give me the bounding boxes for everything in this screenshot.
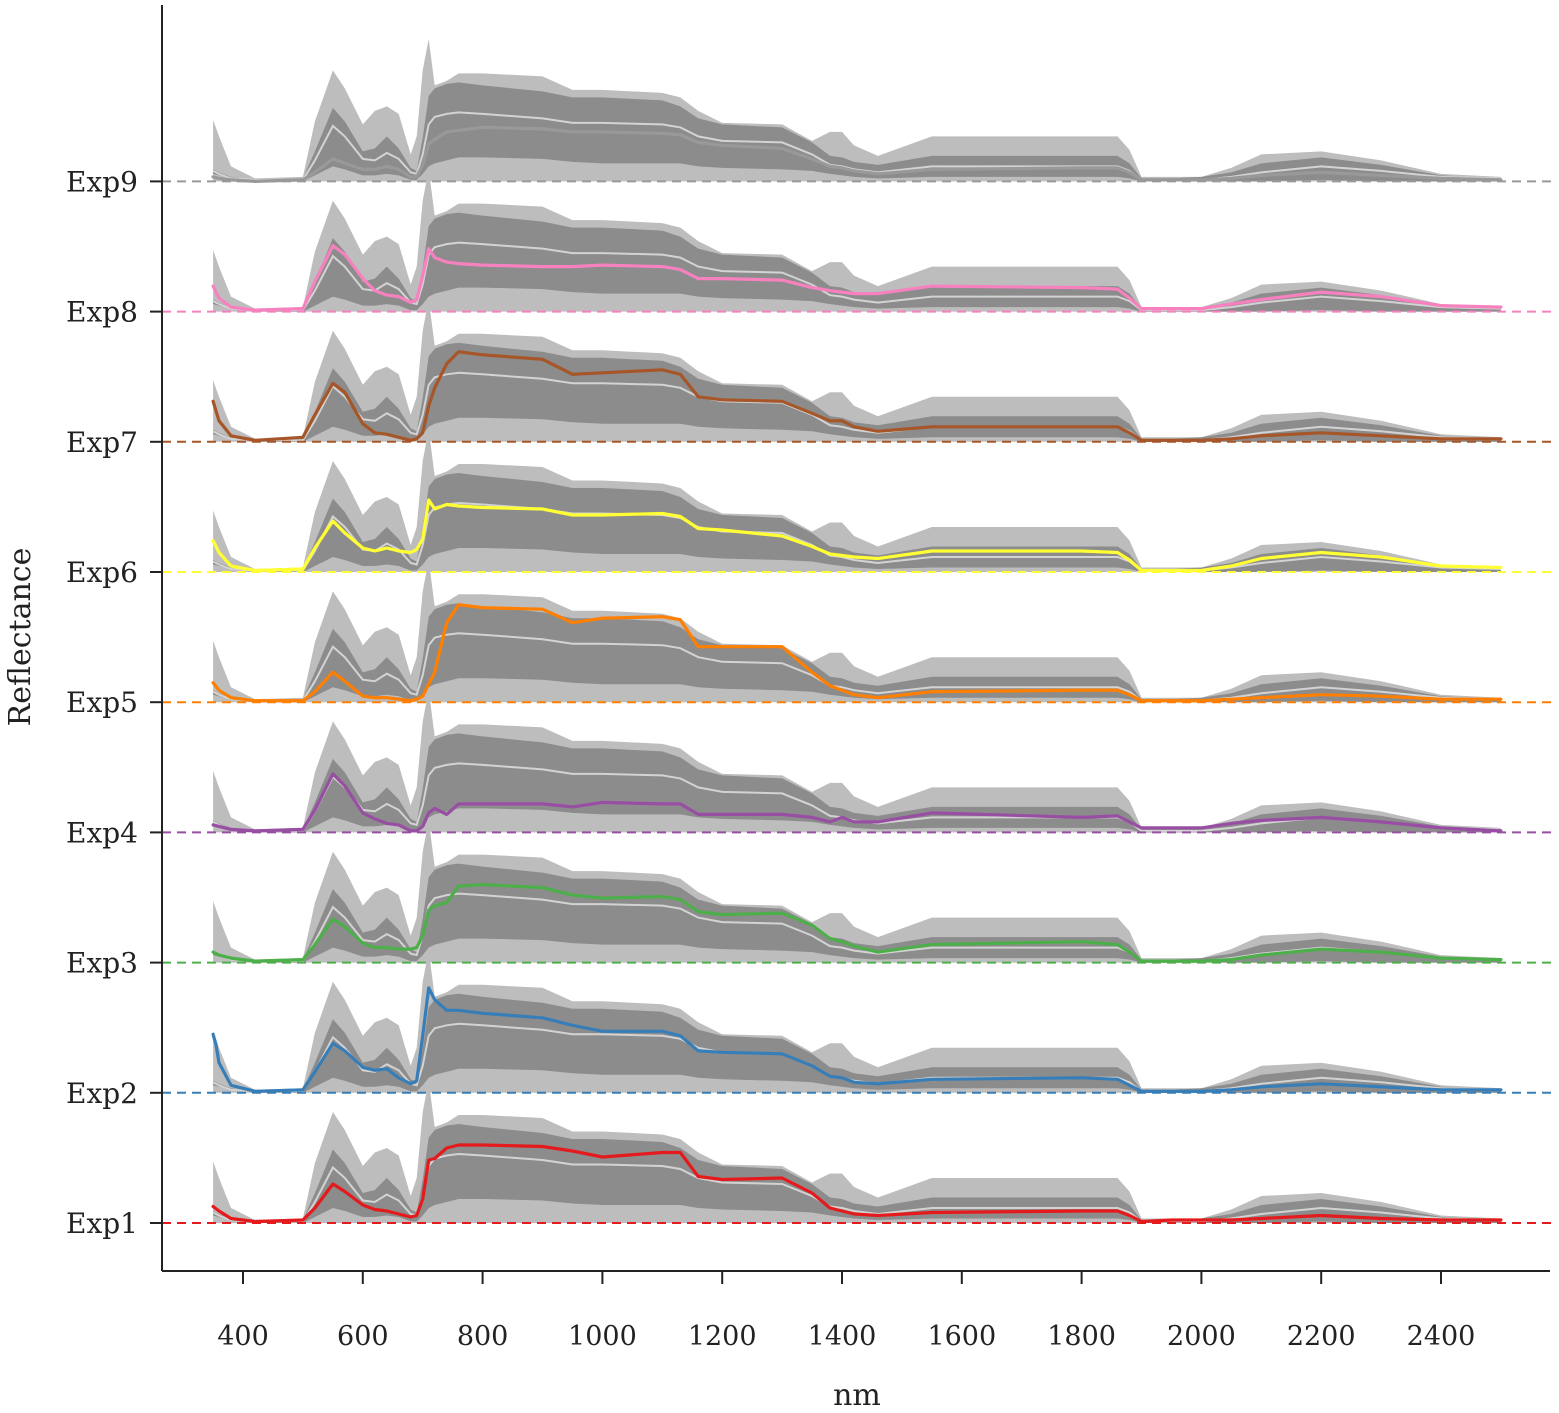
x-tick-label: 800 bbox=[457, 1321, 509, 1352]
series-line-exp9 bbox=[211, 125, 1503, 183]
inner-band bbox=[213, 82, 1501, 182]
category-label: Exp3 bbox=[66, 947, 138, 980]
ridge-exp9 bbox=[211, 38, 1503, 183]
series-line-exp7 bbox=[211, 350, 1503, 442]
x-tick-label: 600 bbox=[337, 1321, 389, 1352]
inner-band bbox=[213, 342, 1501, 442]
inner-band bbox=[213, 473, 1501, 572]
category-label: Exp9 bbox=[66, 165, 138, 198]
ridge-exp7 bbox=[211, 299, 1503, 442]
category-label: Exp2 bbox=[66, 1077, 138, 1110]
category-label: Exp5 bbox=[66, 686, 138, 719]
x-tick-label: 2200 bbox=[1287, 1321, 1356, 1352]
series-line-exp2 bbox=[211, 986, 1503, 1093]
ridge-exp4 bbox=[211, 689, 1503, 833]
x-tick-label: 1600 bbox=[927, 1321, 996, 1352]
baseline-dashes bbox=[162, 180, 1552, 1224]
x-tick-label: 1200 bbox=[688, 1321, 757, 1352]
x-tick-label: 2000 bbox=[1167, 1321, 1236, 1352]
inner-band bbox=[213, 733, 1501, 833]
inner-band bbox=[213, 212, 1501, 312]
inner-band bbox=[213, 603, 1501, 703]
category-label: Exp1 bbox=[66, 1207, 138, 1240]
ridge-exp1 bbox=[211, 1080, 1503, 1224]
axes bbox=[161, 5, 1550, 1272]
category-label: Exp6 bbox=[66, 556, 138, 589]
series-line-exp1 bbox=[211, 1143, 1503, 1224]
x-axis-title: nm bbox=[833, 1378, 881, 1413]
ridge-exp5 bbox=[211, 559, 1503, 703]
x-tick-label: 400 bbox=[217, 1321, 269, 1352]
series-line-exp6 bbox=[211, 498, 1503, 573]
x-tick-label: 2400 bbox=[1407, 1321, 1476, 1352]
series-line-exp4 bbox=[211, 772, 1503, 833]
ridge-exp3 bbox=[211, 820, 1503, 963]
series-line-exp8 bbox=[211, 244, 1503, 312]
ridge-panels bbox=[211, 38, 1503, 1224]
ridge-exp2 bbox=[211, 950, 1503, 1093]
x-tick-label: 1400 bbox=[808, 1321, 877, 1352]
series-line-exp5 bbox=[211, 603, 1503, 703]
y-axis-title: Reflectance bbox=[3, 548, 38, 727]
x-ticks: 400 600 800 1000 1200 1400 1600 1800 2000 2200 240… bbox=[217, 1271, 1475, 1352]
category-label: Exp7 bbox=[66, 426, 138, 459]
category-label: Exp8 bbox=[66, 296, 138, 329]
x-tick-label: 1800 bbox=[1047, 1321, 1116, 1352]
category-labels: Exp9 Exp8 Exp7 Exp6 Exp5 Exp4 Exp3 Exp2 Exp1 bbox=[66, 165, 162, 1240]
x-tick-label: 1000 bbox=[568, 1321, 637, 1352]
ridge-exp8 bbox=[211, 169, 1503, 312]
inner-band bbox=[213, 1124, 1501, 1223]
category-label: Exp4 bbox=[66, 816, 138, 849]
ridge-exp6 bbox=[211, 429, 1503, 573]
series-line-exp3 bbox=[211, 883, 1503, 963]
